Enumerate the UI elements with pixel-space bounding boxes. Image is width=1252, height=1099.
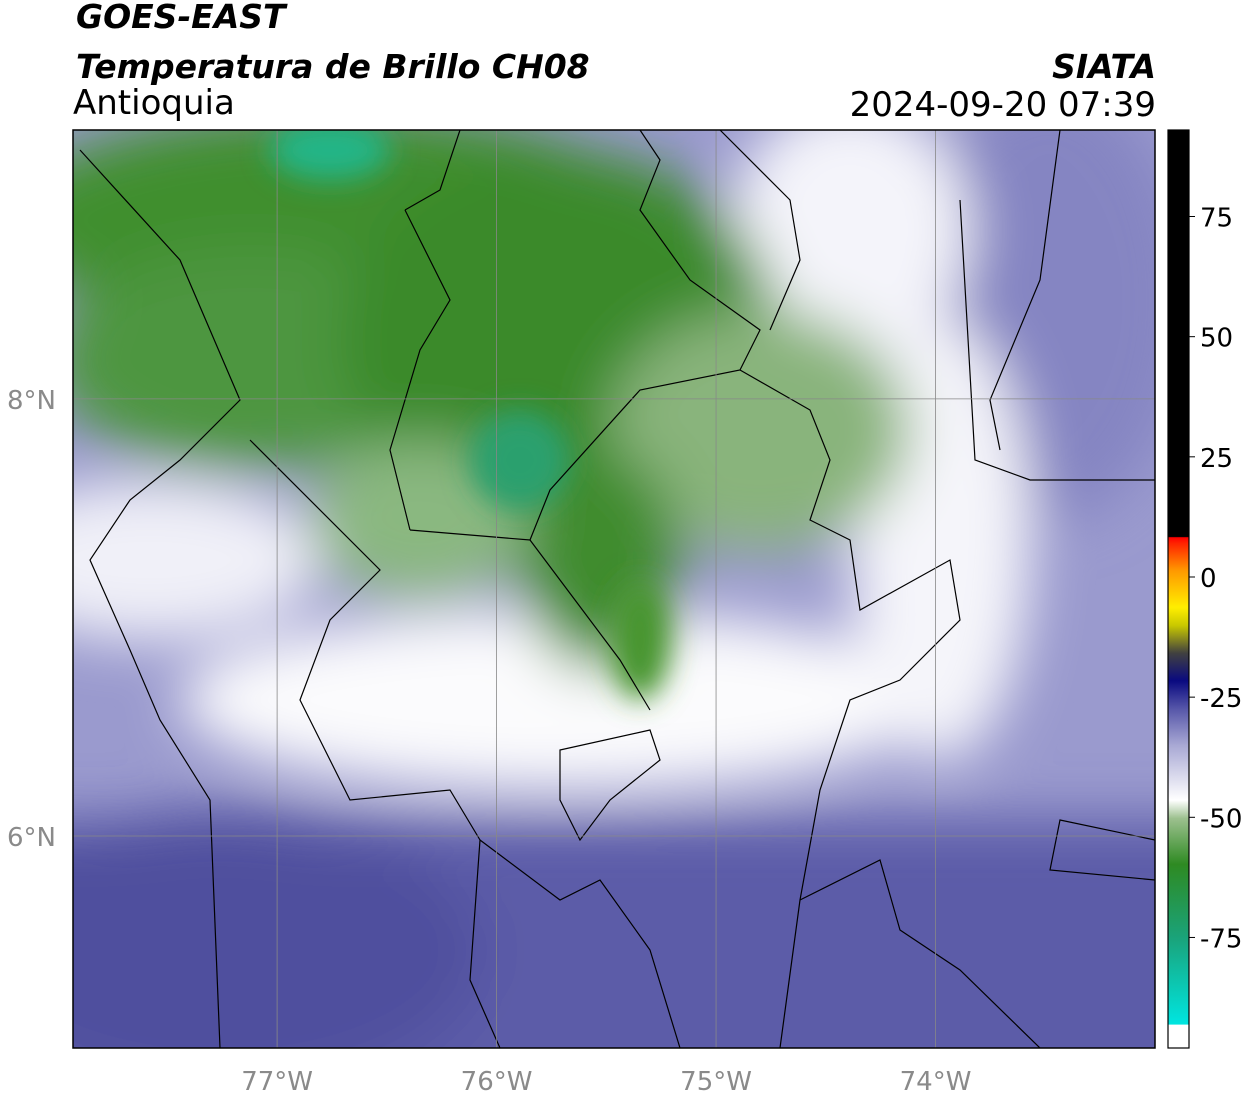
x-tick-label: 75°W	[680, 1067, 752, 1097]
region: Antioquia	[73, 83, 235, 123]
satellite-title: GOES-EAST	[76, 0, 288, 36]
colorbar	[1167, 129, 1190, 1049]
y-tick-label: 8°N	[7, 386, 56, 416]
map-frame	[72, 129, 1156, 1049]
datetime: 2024-09-20 07:39	[850, 85, 1156, 125]
product-title: Temperatura de Brillo CH08	[76, 47, 590, 86]
colorbar-tick-label: 75	[1200, 204, 1233, 234]
colorbar-tick-label: -25	[1200, 684, 1242, 714]
colorbar-tick-label: 25	[1200, 444, 1233, 474]
colorbar-tick-label: 0	[1200, 564, 1217, 594]
x-tick-label: 74°W	[900, 1067, 972, 1097]
graticule	[73, 130, 1155, 1048]
x-tick-label: 76°W	[461, 1067, 533, 1097]
colorbar-tick-label: -75	[1200, 924, 1242, 954]
satellite-image	[73, 130, 1155, 1048]
colorbar-tick-label: 50	[1200, 324, 1233, 354]
agency: SIATA	[1052, 47, 1156, 86]
colorbar-tick-label: -50	[1200, 804, 1242, 834]
x-tick-label: 77°W	[241, 1067, 313, 1097]
y-tick-label: 6°N	[7, 823, 56, 853]
